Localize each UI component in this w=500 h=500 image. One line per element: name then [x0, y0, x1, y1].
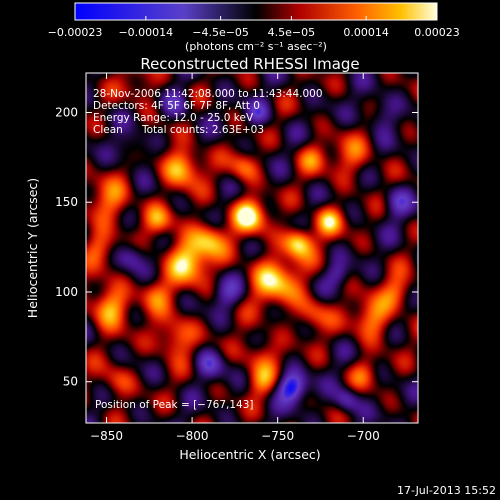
annotation-time-range: 28-Nov-2006 11:42:08.000 to 11:43:44.000 [93, 88, 323, 100]
colorbar-frame [74, 2, 438, 21]
colorbar-tick-label: −4.5e−05 [192, 26, 249, 39]
x-axis-label: Heliocentric X (arcsec) [179, 447, 320, 462]
colorbar-tick-label: −0.00014 [118, 26, 173, 39]
colorbar-tick-label: 0.00023 [414, 26, 460, 39]
x-tick-label: −750 [261, 429, 294, 443]
y-tick-label: 100 [55, 285, 78, 299]
plot-frame [85, 72, 419, 424]
x-tick-label: −800 [176, 429, 209, 443]
x-tick-label: −700 [347, 429, 380, 443]
colorbar-tick-label: −0.00023 [48, 26, 103, 39]
footer-timestamp: 17-Jul-2013 15:52 [397, 484, 496, 497]
heatmap-image [86, 73, 418, 423]
colorbar-tick-label: 0.00014 [343, 26, 389, 39]
annotation-total-counts: Total counts: 2.63E+03 [141, 124, 264, 136]
colorbar-unit-label: (photons cm⁻² s⁻¹ asec⁻²) [185, 40, 327, 53]
annotation-detectors: Detectors: 4F 5F 6F 7F 8F, Att 0 [93, 100, 260, 112]
colorbar-tick-label: 4.5e−05 [268, 26, 315, 39]
y-axis-label: Heliocentric Y (arcsec) [25, 178, 40, 318]
y-tick-label: 150 [55, 195, 78, 209]
y-tick-label: 200 [55, 105, 78, 119]
annotation-energy-range: Energy Range: 12.0 - 25.0 keV [93, 112, 254, 124]
x-tick-label: −850 [90, 429, 123, 443]
annotation-clean: Clean [93, 124, 123, 136]
colorbar [75, 3, 437, 20]
y-tick-label: 50 [63, 375, 78, 389]
chart-title: Reconstructed RHESSI Image [140, 55, 359, 73]
peak-position-label: Position of Peak = [−767,143] [95, 399, 254, 411]
